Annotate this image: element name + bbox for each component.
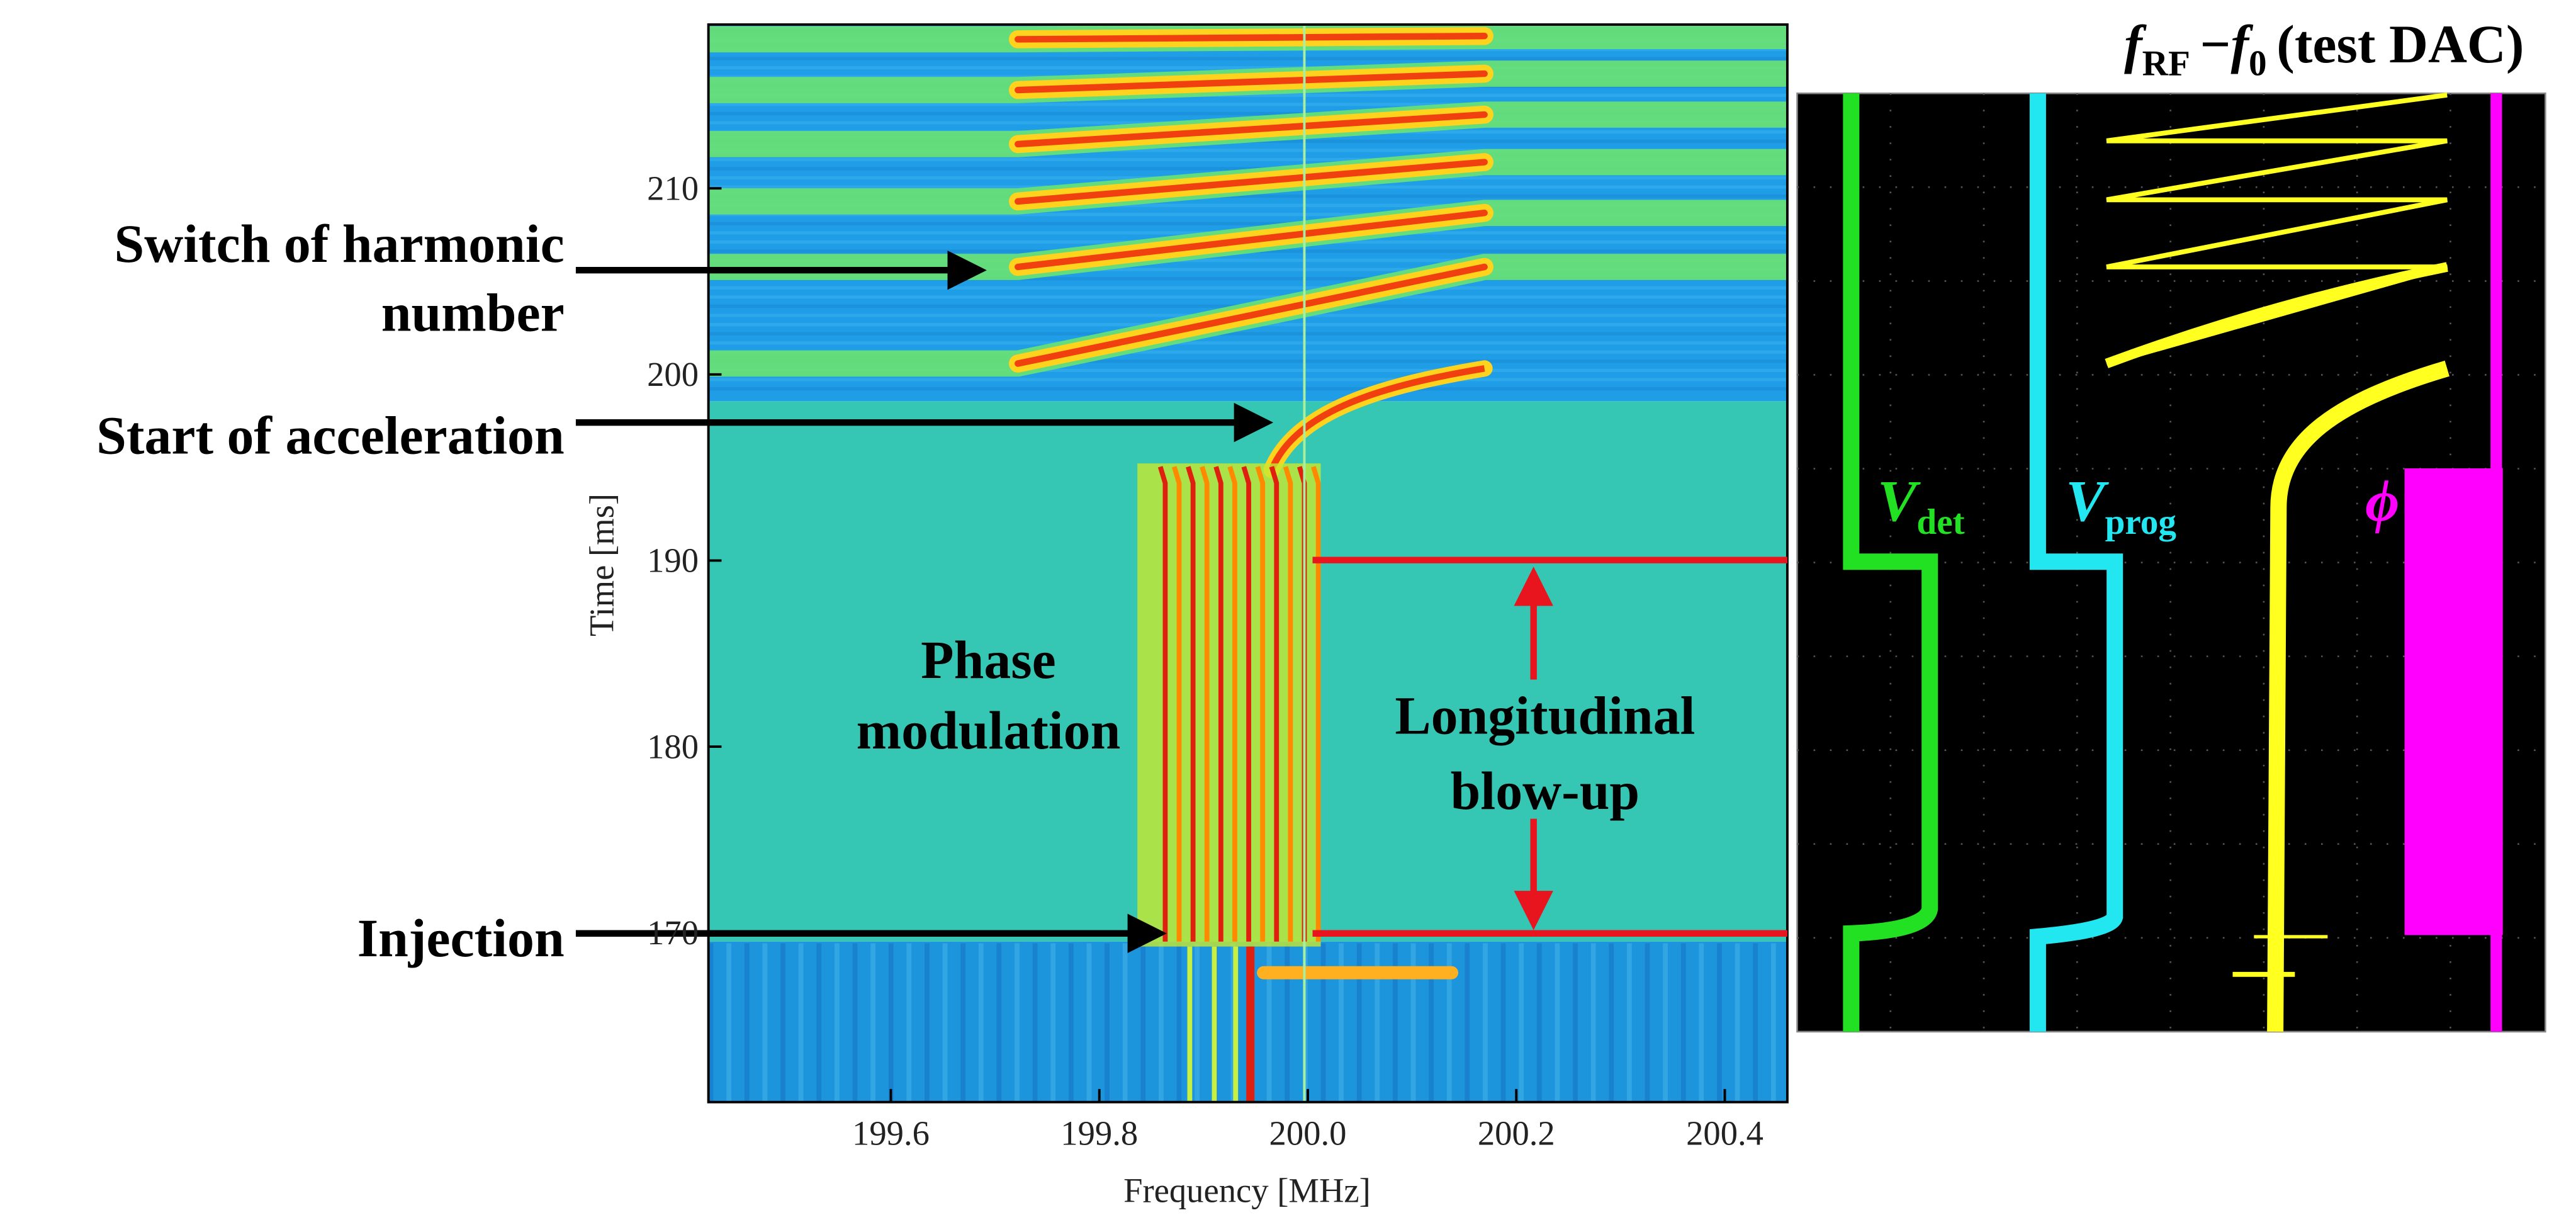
x-tick-label: 199.6 (852, 1114, 930, 1152)
texture (1501, 943, 1506, 1102)
annotation: Longitudinal (1395, 686, 1695, 745)
texture (1140, 943, 1145, 1102)
texture (1159, 943, 1164, 1102)
texture (709, 341, 1787, 344)
texture (996, 943, 1001, 1102)
annotation: Switch of harmonic (114, 214, 564, 274)
x-tick-label: 200.0 (1269, 1114, 1347, 1152)
annotation: modulation (857, 701, 1121, 760)
texture (1573, 943, 1578, 1102)
texture (1069, 943, 1074, 1102)
texture (1645, 943, 1650, 1102)
texture (780, 943, 785, 1102)
annotation: Start of acceleration (96, 406, 565, 466)
y-tick-label: 190 (647, 541, 699, 580)
texture (1123, 943, 1128, 1102)
texture (979, 943, 984, 1102)
texture (1681, 943, 1686, 1102)
texture (853, 943, 858, 1102)
texture (709, 378, 1787, 381)
texture (1555, 943, 1560, 1102)
texture (1483, 943, 1488, 1102)
trace-label: ϕ (2365, 469, 2399, 534)
trace-label-part: det (1916, 502, 1964, 542)
trace-label-part: V (2066, 469, 2109, 534)
texture (709, 286, 1787, 290)
texture (1105, 943, 1110, 1102)
y-tick-label: 170 (647, 913, 699, 952)
texture (1699, 943, 1704, 1102)
annotation: Injection (357, 908, 565, 968)
texture (1609, 943, 1614, 1102)
band (1018, 36, 1484, 39)
x-axis-label: Frequency [MHz] (1123, 1171, 1371, 1209)
texture (1033, 943, 1038, 1102)
title-part: − (2200, 14, 2231, 74)
annotation: Phase (921, 630, 1056, 690)
texture (1087, 943, 1092, 1102)
texture (762, 943, 767, 1102)
texture (1591, 943, 1596, 1102)
trace-label-part: V (1877, 469, 1921, 534)
annotation: blow-up (1451, 761, 1640, 821)
texture (816, 943, 821, 1102)
texture (870, 943, 875, 1102)
texture (1735, 943, 1740, 1102)
texture (1537, 943, 1542, 1102)
texture (1717, 943, 1722, 1102)
x-tick-label: 200.2 (1478, 1114, 1555, 1152)
trace-label-part: ϕ (2365, 469, 2399, 534)
y-tick-label: 200 (647, 355, 699, 393)
title-part: (test DAC) (2276, 14, 2524, 74)
texture (1195, 943, 1200, 1102)
texture (835, 943, 840, 1102)
texture (1663, 943, 1668, 1102)
texture (1627, 943, 1632, 1102)
texture (726, 943, 731, 1102)
texture (709, 387, 1787, 390)
trace (2405, 468, 2503, 935)
texture (960, 943, 965, 1102)
y-tick-label: 180 (647, 727, 699, 765)
texture (906, 943, 911, 1102)
texture (1050, 943, 1055, 1102)
texture (1465, 943, 1470, 1102)
trace-label-part: prog (2105, 502, 2177, 542)
texture (1771, 943, 1776, 1102)
texture (925, 943, 930, 1102)
texture (1015, 943, 1020, 1102)
texture (799, 943, 804, 1102)
figure: VdetVprogϕ fRF−f0(test DAC) 199.6199.820… (0, 0, 2576, 1220)
texture (1177, 943, 1182, 1102)
texture (709, 295, 1787, 298)
texture (889, 943, 894, 1102)
x-tick-label: 199.8 (1060, 1114, 1138, 1152)
texture (709, 332, 1787, 336)
y-tick-label: 210 (647, 169, 699, 207)
texture (709, 57, 1787, 60)
title-part: 0 (2249, 44, 2267, 84)
texture (943, 943, 948, 1102)
x-tick-label: 200.4 (1686, 1114, 1763, 1152)
y-axis-label: Time [ms] (583, 494, 621, 636)
annotation: number (381, 283, 565, 342)
texture (1519, 943, 1524, 1102)
texture (1753, 943, 1758, 1102)
scope-title: fRF−f0(test DAC) (2124, 14, 2524, 84)
title-part: RF (2142, 44, 2190, 84)
texture (745, 943, 750, 1102)
